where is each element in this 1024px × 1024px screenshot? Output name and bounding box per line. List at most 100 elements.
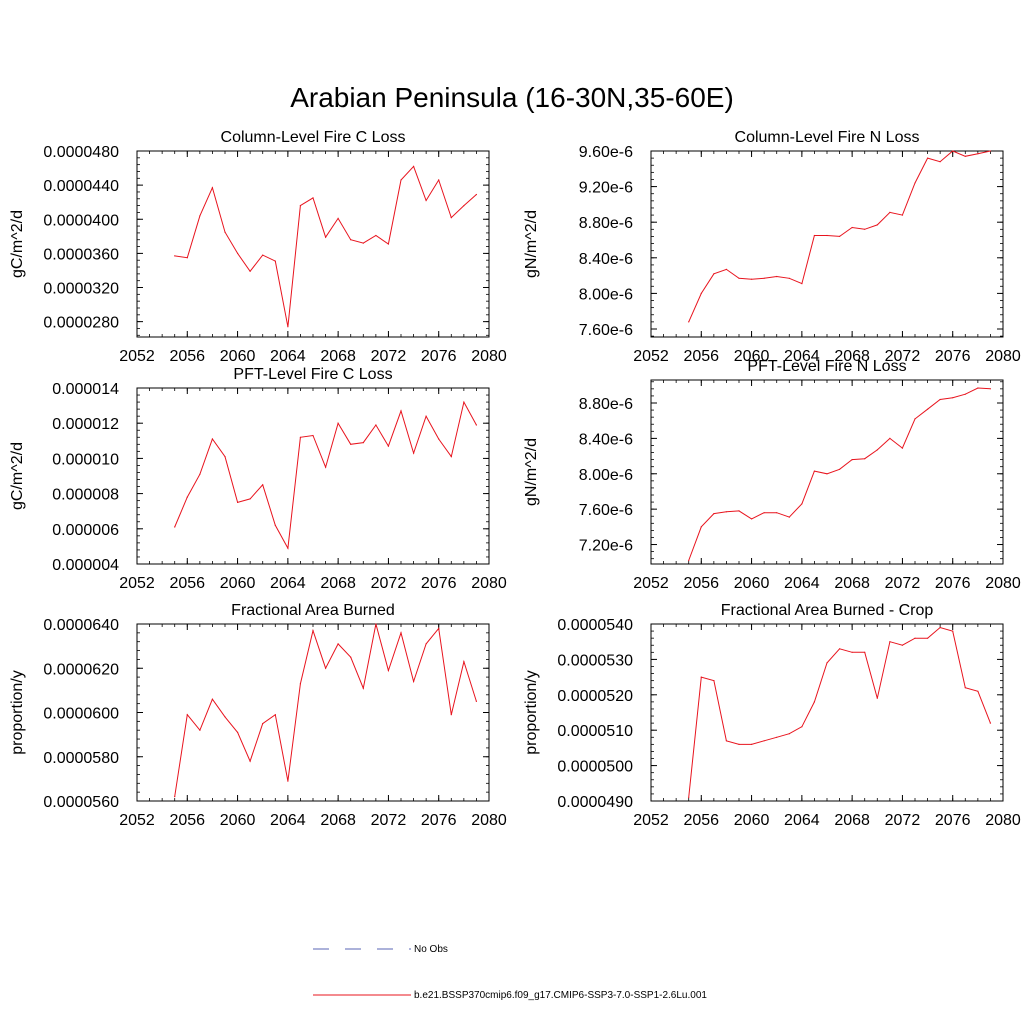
data-point bbox=[186, 257, 188, 259]
x-tick-label: 2056 bbox=[169, 812, 205, 829]
data-point bbox=[751, 278, 753, 280]
data-point bbox=[826, 234, 828, 237]
data-point bbox=[249, 498, 251, 500]
data-point bbox=[952, 397, 954, 399]
data-point bbox=[312, 197, 314, 199]
data-point bbox=[375, 623, 377, 625]
data-point bbox=[713, 680, 715, 682]
data-point bbox=[312, 434, 314, 437]
data-point bbox=[400, 410, 402, 412]
data-point bbox=[989, 722, 992, 724]
data-point bbox=[450, 714, 452, 716]
y-tick-label: 9.20e-6 bbox=[579, 180, 633, 197]
data-point bbox=[851, 226, 853, 229]
data-point bbox=[977, 387, 979, 389]
x-tick-label: 2060 bbox=[220, 812, 256, 829]
y-tick-label: 0.0000320 bbox=[43, 281, 119, 298]
plot-frame bbox=[136, 150, 490, 338]
x-tick-label: 2076 bbox=[421, 348, 457, 365]
x-tick-label: 2060 bbox=[734, 812, 770, 829]
data-point bbox=[826, 473, 828, 475]
y-tick-label: 7.60e-6 bbox=[579, 322, 633, 339]
data-point bbox=[299, 683, 301, 685]
x-tick-label: 2072 bbox=[885, 812, 921, 829]
x-tick-label: 2080 bbox=[471, 575, 507, 592]
data-point bbox=[839, 468, 841, 470]
data-point bbox=[337, 217, 339, 219]
y-tick-label: 8.40e-6 bbox=[579, 251, 633, 268]
x-tick-label: 2064 bbox=[784, 348, 820, 365]
x-tick-label: 2072 bbox=[371, 348, 407, 365]
data-point bbox=[700, 676, 702, 678]
data-point bbox=[224, 231, 226, 233]
data-point bbox=[939, 626, 941, 629]
x-tick-label: 2080 bbox=[985, 348, 1021, 365]
data-point bbox=[337, 643, 339, 645]
x-tick-label: 2064 bbox=[270, 575, 306, 592]
data-point bbox=[387, 243, 389, 245]
data-point bbox=[475, 193, 477, 196]
data-point bbox=[813, 234, 816, 237]
data-point bbox=[413, 452, 415, 454]
data-point bbox=[299, 205, 301, 207]
data-point bbox=[312, 630, 314, 632]
data-point bbox=[350, 656, 352, 658]
data-point bbox=[927, 157, 929, 159]
y-tick-label: 0.0000600 bbox=[43, 706, 119, 723]
y-tick-label: 0.0000520 bbox=[557, 688, 633, 705]
data-point bbox=[375, 424, 377, 426]
data-point bbox=[738, 277, 740, 279]
data-point bbox=[375, 234, 377, 237]
y-tick-label: 0.0000640 bbox=[43, 617, 119, 634]
data-point bbox=[700, 526, 702, 528]
y-axis-label: gN/m^2/d bbox=[523, 210, 540, 278]
data-point bbox=[725, 268, 728, 270]
x-tick-label: 2052 bbox=[119, 575, 155, 592]
chart-title: Fractional Area Burned - Crop bbox=[721, 602, 934, 619]
data-point bbox=[249, 270, 251, 272]
x-tick-label: 2052 bbox=[119, 812, 155, 829]
data-point bbox=[864, 651, 866, 653]
data-point bbox=[186, 496, 188, 498]
data-point bbox=[914, 418, 916, 420]
x-tick-label: 2080 bbox=[471, 812, 507, 829]
data-point bbox=[914, 637, 916, 639]
y-axis-label: proportion/y bbox=[523, 670, 540, 755]
data-point bbox=[688, 321, 690, 323]
data-point bbox=[839, 648, 841, 650]
data-point bbox=[475, 700, 477, 703]
x-tick-label: 2076 bbox=[421, 812, 457, 829]
y-tick-label: 0.0000360 bbox=[43, 246, 119, 263]
x-tick-label: 2072 bbox=[371, 812, 407, 829]
plot-frame bbox=[650, 150, 1004, 338]
y-tick-label: 0.0000560 bbox=[43, 794, 119, 811]
x-tick-label: 2076 bbox=[421, 575, 457, 592]
data-point bbox=[262, 254, 264, 256]
data-point bbox=[350, 443, 352, 445]
plot-frame bbox=[136, 623, 490, 802]
data-point bbox=[400, 632, 402, 634]
data-point bbox=[977, 690, 979, 692]
y-tick-label: 0.000014 bbox=[52, 381, 119, 398]
data-point bbox=[325, 236, 327, 238]
data-point bbox=[299, 436, 301, 438]
y-tick-label: 0.0000540 bbox=[557, 617, 633, 634]
legend: No Obs b.e21.BSSP370cmip6.f09_g17.CMIP6-… bbox=[313, 944, 707, 1001]
data-point bbox=[751, 518, 753, 520]
data-point bbox=[864, 458, 866, 460]
data-point bbox=[174, 255, 176, 257]
y-tick-label: 0.0000440 bbox=[43, 178, 119, 195]
x-tick-label: 2068 bbox=[320, 348, 356, 365]
data-point bbox=[751, 743, 753, 746]
data-point bbox=[738, 510, 740, 512]
data-point bbox=[463, 205, 465, 207]
y-tick-label: 0.0000620 bbox=[43, 661, 119, 678]
x-tick-label: 2056 bbox=[683, 575, 719, 592]
data-point bbox=[776, 275, 778, 278]
data-point bbox=[211, 187, 213, 189]
data-point bbox=[237, 501, 239, 503]
data-point bbox=[713, 513, 715, 515]
x-tick-label: 2072 bbox=[371, 575, 407, 592]
y-tick-label: 0.0000480 bbox=[43, 144, 119, 161]
